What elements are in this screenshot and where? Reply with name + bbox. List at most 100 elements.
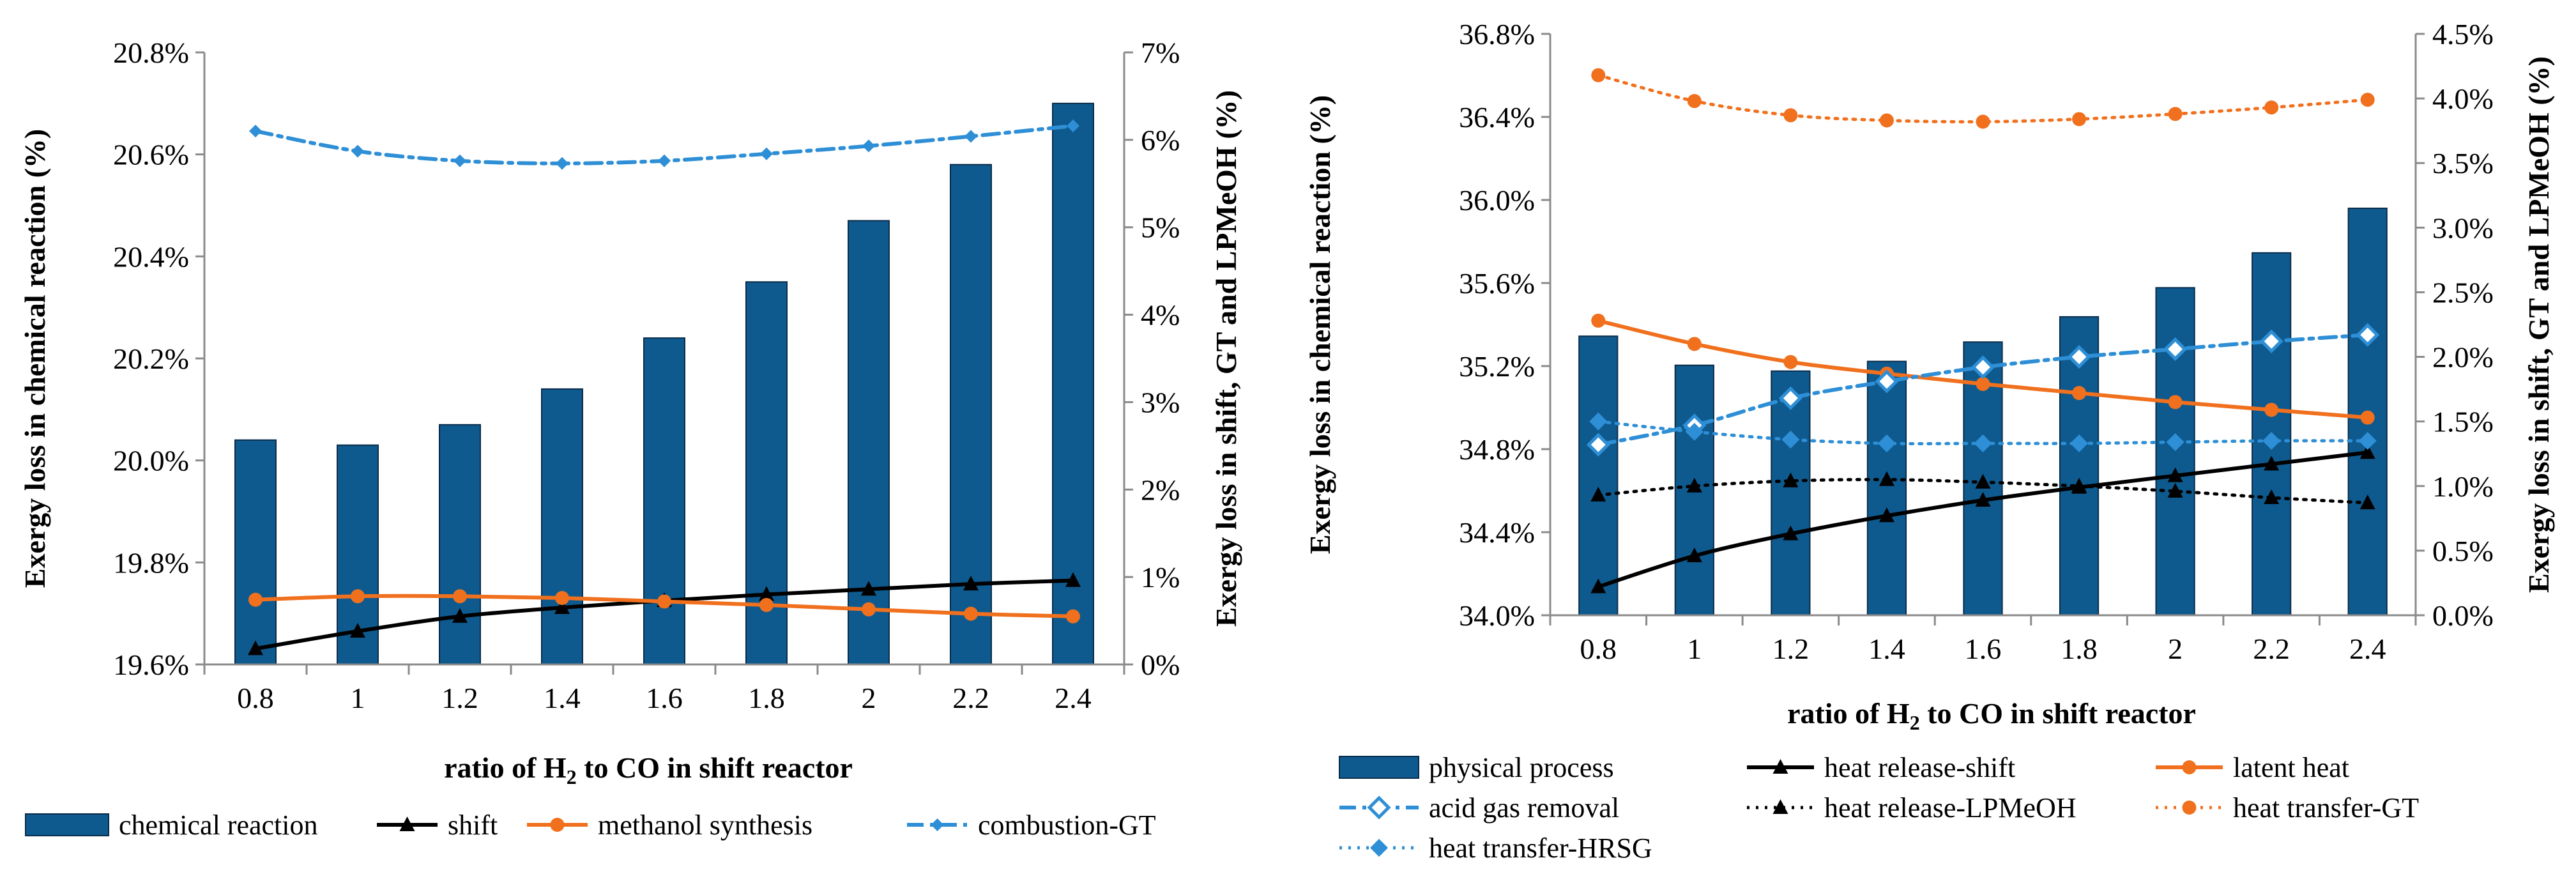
bar (848, 220, 890, 665)
data-point (555, 590, 569, 605)
x-tick-label: 2.2 (2253, 632, 2290, 665)
y2-tick-label: 1.5% (2432, 406, 2494, 438)
x-tick-label: 2.4 (2349, 632, 2386, 665)
data-point (453, 589, 467, 604)
data-point (1975, 473, 1991, 489)
data-point (1976, 377, 1990, 392)
line-series-heat-transfer-GT (1591, 68, 2375, 129)
legend-entry: methanol synthesis (527, 809, 812, 841)
y2-tick-label: 6% (1141, 124, 1180, 157)
y2-tick-label: 1.0% (2432, 470, 2494, 503)
data-point (1783, 355, 1798, 369)
data-point (657, 594, 671, 609)
data-point (2167, 467, 2183, 482)
data-point (2167, 482, 2183, 498)
legend-label: latent heat (2233, 752, 2349, 783)
x-tick-label: 1.6 (1965, 632, 2002, 665)
legend-marker (1370, 839, 1388, 857)
data-point (2356, 323, 2380, 347)
data-point (2359, 444, 2375, 459)
line-series-heat-release-shift (1590, 444, 2375, 594)
bar-series-physical-process (1578, 208, 2388, 617)
legend-label: acid gas removal (1429, 792, 1619, 824)
y-tick-label: 34.0% (1459, 599, 1535, 632)
data-point (1586, 433, 1610, 457)
data-point (1781, 430, 1800, 448)
data-point (2067, 345, 2091, 369)
y-tick-label: 20.6% (113, 139, 189, 171)
bar (234, 439, 277, 665)
bar (1052, 102, 1094, 666)
x-tick-label: 1 (1687, 632, 1702, 665)
y2-tick-label: 0% (1141, 648, 1180, 681)
legend-marker (931, 818, 944, 831)
data-point (1875, 369, 1899, 394)
data-point (1970, 355, 1995, 379)
y-tick-label: 36.4% (1459, 101, 1535, 134)
data-point (1591, 313, 1606, 328)
data-point (1976, 114, 1990, 129)
data-point (1783, 472, 1799, 487)
y-tick-label: 20.2% (113, 342, 189, 375)
data-point (1067, 119, 1079, 132)
line-series-combustion-GT (249, 119, 1079, 170)
y2-tick-label: 1% (1141, 561, 1180, 594)
legend-entry: physical process (1339, 752, 1614, 783)
legend-entry: latent heat (2156, 752, 2349, 783)
data-point (2360, 410, 2375, 425)
y2-tick-label: 5% (1141, 211, 1180, 244)
x-tick-label: 0.8 (1580, 632, 1617, 665)
data-point (1591, 68, 1606, 82)
legend-label: heat transfer-GT (2233, 792, 2419, 824)
legend-label: heat release-LPMeOH (1824, 792, 2077, 824)
x-tick-label: 1.6 (646, 682, 683, 714)
legend: chemical reaction shift methanol synthesis… (25, 809, 1156, 841)
y2-axis-label: Exergy loss in shift, GT and LPMeOH (%) (2522, 56, 2555, 593)
y-tick-label: 19.6% (113, 648, 189, 681)
y-tick-label: 19.8% (113, 546, 189, 579)
data-point (1066, 609, 1080, 624)
data-point (658, 154, 671, 167)
data-point (964, 606, 978, 621)
chart-2: 0.8 1 1.2 1.4 1.6 1.8 2 2.2 2.4 34.0% 34.4% 34.8% 35… (1304, 18, 2555, 864)
x-tick-label: 2.2 (952, 682, 989, 714)
data-point (1687, 94, 1702, 109)
data-point (1783, 108, 1798, 123)
y-tick-label: 20.0% (113, 445, 189, 477)
legend-entry: heat transfer-HRSG (1339, 832, 1652, 864)
data-point (1590, 486, 1606, 502)
legend-marker (1772, 799, 1788, 814)
line-series-latent-heat (1591, 313, 2375, 425)
legend-marker (2182, 760, 2197, 774)
data-point (2168, 107, 2183, 121)
y2-tick-label: 2.0% (2432, 341, 2494, 374)
data-point (2071, 477, 2087, 493)
legend-marker (1367, 795, 1391, 820)
data-point (1686, 547, 1702, 562)
data-point (2264, 402, 2279, 417)
data-point (1879, 113, 1894, 128)
bar (2155, 287, 2195, 617)
data-point (2166, 433, 2184, 452)
bar (541, 388, 583, 666)
data-point (1879, 507, 1894, 523)
data-point (1783, 525, 1799, 540)
y2-tick-label: 4% (1141, 299, 1180, 332)
x-tick-label: 1.8 (2061, 632, 2098, 665)
data-point (2264, 456, 2280, 471)
data-point (249, 125, 262, 138)
y-tick-label: 20.4% (113, 240, 189, 273)
legend: physical process heat release-shift latent… (1339, 752, 2419, 864)
y2-tick-label: 0.0% (2432, 599, 2494, 632)
x-tick-label: 2 (2168, 632, 2183, 665)
y-tick-label: 36.8% (1459, 18, 1535, 50)
y2-tick-label: 3.5% (2432, 147, 2494, 180)
chart-1: 0.8 1 1.2 1.4 1.6 1.8 2 2.2 2.4 19.6% 19.8% 20.0% 20… (19, 36, 1242, 841)
x-axis-label: ratio of H2 to CO in shift reactor (444, 751, 853, 788)
legend-swatch (1339, 756, 1419, 779)
axes: 0.8 1 1.2 1.4 1.6 1.8 2 2.2 2.4 19.6% 19.8% 20.0% 20… (113, 36, 1180, 714)
data-point (2264, 100, 2279, 115)
y-tick-label: 35.6% (1459, 267, 1535, 300)
line-series-acid-gas-removal (1586, 323, 2380, 457)
